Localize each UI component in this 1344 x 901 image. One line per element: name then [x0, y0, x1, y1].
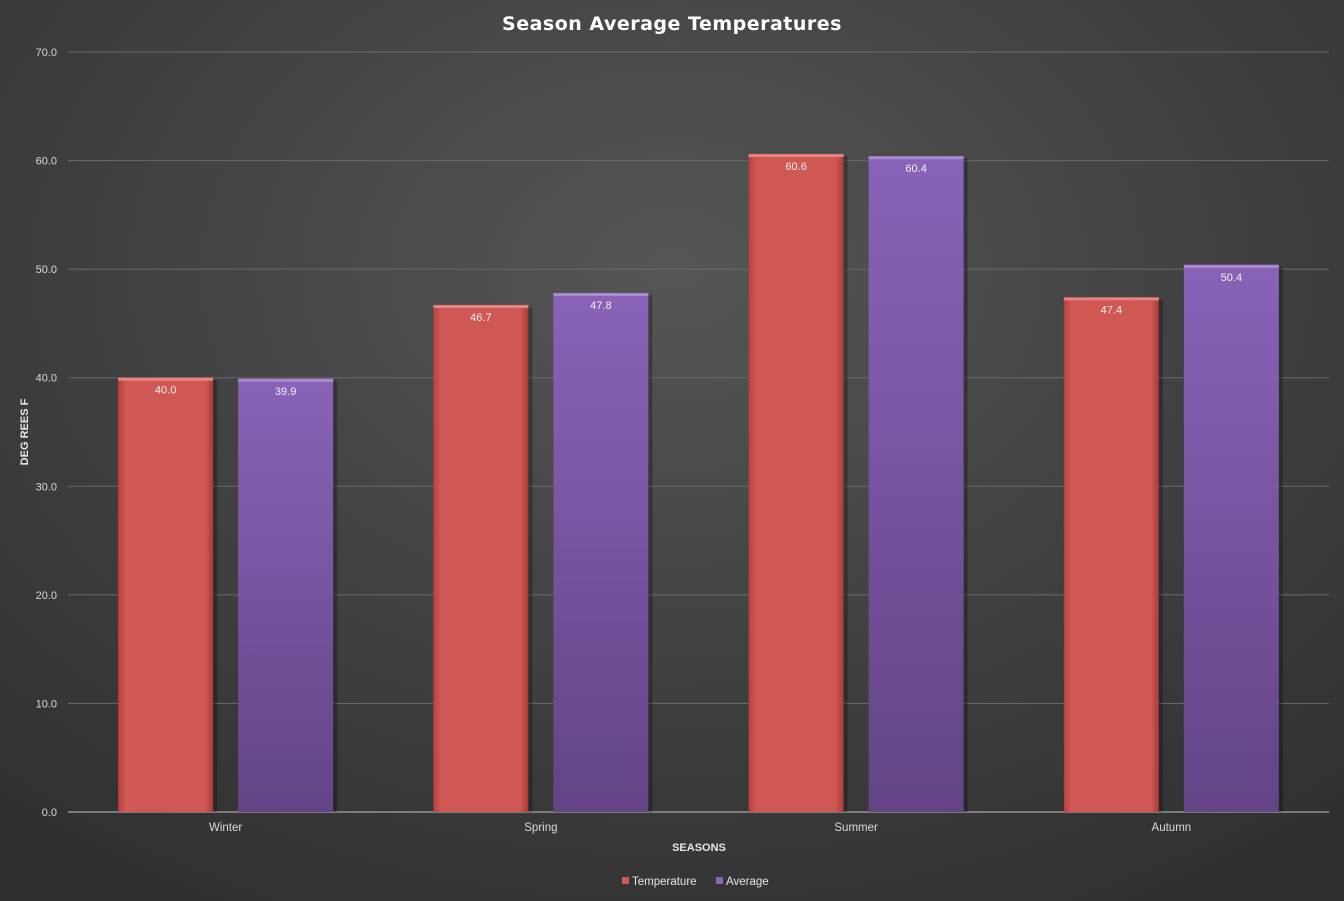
data-label: 60.4 — [905, 163, 926, 175]
y-tick-label: 10.0 — [36, 698, 57, 710]
x-tick-label: Winter — [209, 822, 242, 834]
x-axis-title: SEASONS — [672, 842, 726, 854]
chart-title: Season Average Temperatures — [502, 13, 842, 35]
y-axis-title: DEG REES F — [19, 398, 31, 465]
data-label: 50.4 — [1221, 272, 1242, 284]
data-label: 39.9 — [275, 386, 296, 398]
data-label: 47.4 — [1101, 304, 1122, 316]
data-label: 40.0 — [155, 385, 176, 397]
bar-average-autumn — [1183, 264, 1279, 812]
bar-temperature-spring — [433, 304, 529, 812]
y-tick-label: 60.0 — [36, 156, 57, 168]
bar-top-bevel — [433, 304, 529, 308]
data-label: 46.7 — [470, 312, 491, 324]
legend: Temperature Average — [622, 876, 769, 888]
bar-average-summer — [868, 156, 964, 812]
bar-average-spring — [553, 293, 649, 812]
bar-average-winter — [238, 378, 334, 812]
x-tick-label: Spring — [524, 822, 557, 834]
bar-top-bevel — [118, 377, 214, 381]
bar-top-bevel — [1063, 297, 1159, 301]
bar-top-bevel — [748, 154, 844, 158]
bar-temperature-summer — [748, 154, 844, 813]
x-tick-label: Autumn — [1152, 822, 1192, 834]
bar-temperature-winter — [118, 377, 214, 812]
y-tick-label: 0.0 — [42, 807, 57, 819]
data-label: 60.6 — [785, 161, 806, 173]
x-tick-label: Summer — [834, 822, 878, 834]
y-tick-label: 40.0 — [36, 373, 57, 385]
data-label: 47.8 — [590, 300, 611, 312]
bar-top-bevel — [1183, 264, 1279, 268]
legend-marker-temperature — [622, 877, 629, 884]
y-tick-label: 50.0 — [36, 264, 57, 276]
y-tick-label: 70.0 — [36, 47, 57, 59]
legend-marker-average — [716, 877, 723, 884]
legend-label-average: Average — [726, 876, 769, 888]
y-tick-label: 30.0 — [36, 481, 57, 493]
bar-temperature-autumn — [1063, 297, 1159, 812]
y-tick-label: 20.0 — [36, 590, 57, 602]
bar-top-bevel — [868, 156, 964, 160]
bar-top-bevel — [238, 378, 334, 382]
legend-label-temperature: Temperature — [632, 876, 697, 888]
bar-top-bevel — [553, 293, 649, 297]
